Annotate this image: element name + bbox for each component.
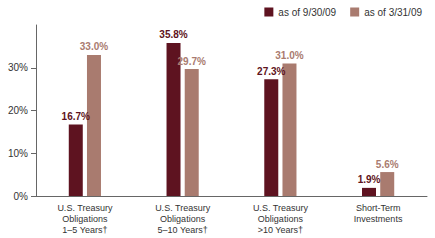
svg-text:U.S. Treasury: U.S. Treasury: [155, 203, 211, 213]
svg-text:as of 3/31/09: as of 3/31/09: [364, 7, 422, 18]
svg-text:>10 Years†: >10 Years†: [258, 225, 303, 235]
svg-text:27.3%: 27.3%: [257, 66, 285, 77]
svg-text:5.6%: 5.6%: [376, 159, 399, 170]
svg-text:U.S. Treasury: U.S. Treasury: [57, 203, 113, 213]
svg-text:1–5 Years†: 1–5 Years†: [62, 225, 107, 235]
svg-text:as of 9/30/09: as of 9/30/09: [278, 7, 336, 18]
svg-text:Obligations: Obligations: [62, 214, 108, 224]
svg-text:U.S. Treasury: U.S. Treasury: [253, 203, 309, 213]
svg-text:20%: 20%: [8, 105, 28, 116]
svg-text:29.7%: 29.7%: [178, 56, 206, 67]
svg-text:16.7%: 16.7%: [62, 111, 90, 122]
svg-text:30%: 30%: [8, 62, 28, 73]
svg-text:Obligations: Obligations: [160, 214, 206, 224]
svg-text:33.0%: 33.0%: [80, 41, 108, 52]
svg-text:0%: 0%: [14, 191, 29, 202]
svg-text:10%: 10%: [8, 148, 28, 159]
svg-text:Investments: Investments: [354, 214, 403, 224]
svg-text:Short-Term: Short-Term: [356, 203, 401, 213]
svg-text:31.0%: 31.0%: [275, 50, 303, 61]
svg-text:1.9%: 1.9%: [358, 174, 381, 185]
svg-text:Obligations: Obligations: [258, 214, 304, 224]
svg-text:5–10 Years†: 5–10 Years†: [158, 225, 208, 235]
svg-text:35.8%: 35.8%: [159, 29, 187, 40]
